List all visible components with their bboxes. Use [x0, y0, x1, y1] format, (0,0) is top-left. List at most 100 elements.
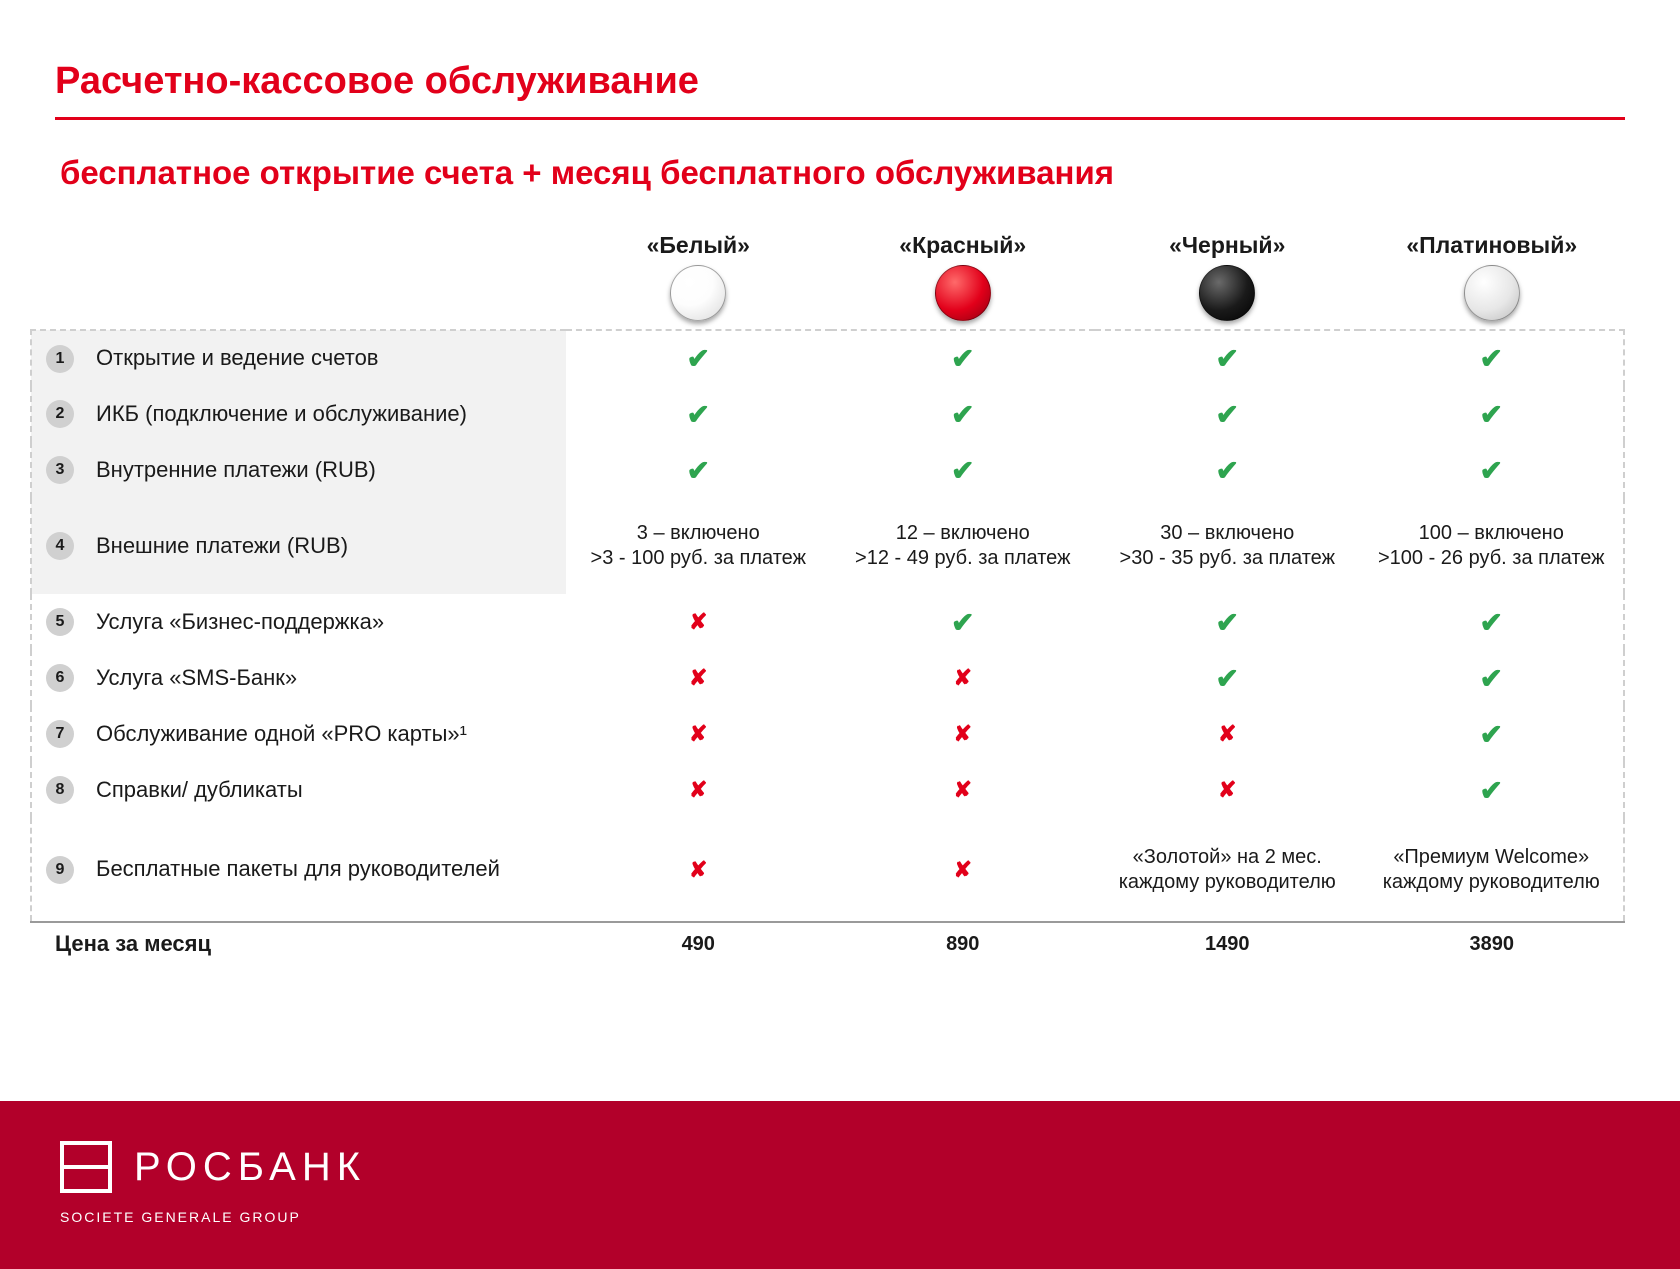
- check-icon: ✔: [687, 399, 710, 430]
- row-number-badge: 8: [46, 776, 74, 804]
- slide: Расчетно-кассовое обслуживание бесплатно…: [0, 0, 1680, 1269]
- table-cell: ✔: [1360, 330, 1625, 386]
- row-label: Внутренние платежи (RUB): [96, 457, 376, 482]
- cross-icon: ✘: [954, 777, 972, 802]
- table-cell: ✘: [831, 762, 1096, 818]
- cross-icon: ✘: [954, 857, 972, 882]
- check-icon: ✔: [1480, 343, 1503, 374]
- table-cell: 100 – включено >100 - 26 руб. за платеж: [1360, 498, 1625, 594]
- cross-icon: ✘: [1218, 777, 1236, 802]
- check-icon: ✔: [1216, 607, 1239, 638]
- table-row: 4Внешние платежи (RUB)3 – включено >3 - …: [31, 498, 1624, 594]
- brand-subtitle: SOCIETE GENERALE GROUP: [60, 1209, 1620, 1225]
- price-row: Цена за месяц 490 890 1490 3890: [31, 922, 1624, 965]
- check-icon: ✔: [951, 455, 974, 486]
- table-cell: ✔: [566, 330, 831, 386]
- table-cell: ✘: [1095, 706, 1360, 762]
- row-label: ИКБ (подключение и обслуживание): [96, 401, 467, 426]
- cell-text: 100 – включено >100 - 26 руб. за платеж: [1378, 522, 1605, 569]
- table-cell: ✔: [1095, 386, 1360, 442]
- plan-head-platinum: «Платиновый»: [1360, 232, 1625, 330]
- check-icon: ✔: [1480, 399, 1503, 430]
- table-cell: ✘: [566, 594, 831, 650]
- table-row: 6Услуга «SMS-Банк»✘✘✔✔: [31, 650, 1624, 706]
- check-icon: ✔: [951, 607, 974, 638]
- plan-name: «Черный»: [1095, 232, 1360, 259]
- price-value: 1490: [1095, 922, 1360, 965]
- row-number-badge: 2: [46, 400, 74, 428]
- check-icon: ✔: [1480, 719, 1503, 750]
- plan-head-white: «Белый»: [566, 232, 831, 330]
- check-icon: ✔: [1216, 399, 1239, 430]
- check-icon: ✔: [687, 455, 710, 486]
- row-number-badge: 1: [46, 345, 74, 373]
- check-icon: ✔: [1480, 775, 1503, 806]
- cell-text: 30 – включено >30 - 35 руб. за платеж: [1120, 522, 1335, 569]
- cross-icon: ✘: [954, 721, 972, 746]
- sphere-icon-white: [670, 265, 726, 321]
- row-number-badge: 5: [46, 608, 74, 636]
- check-icon: ✔: [1480, 455, 1503, 486]
- table-cell: ✔: [831, 330, 1096, 386]
- brand-logo-icon: [60, 1141, 112, 1193]
- table-cell: ✘: [831, 818, 1096, 922]
- check-icon: ✔: [951, 343, 974, 374]
- table-cell: ✔: [1095, 442, 1360, 498]
- table-row: 9Бесплатные пакеты для руководителей✘✘«З…: [31, 818, 1624, 922]
- table-cell: 12 – включено >12 - 49 руб. за платеж: [831, 498, 1096, 594]
- plan-name: «Платиновый»: [1360, 232, 1625, 259]
- footer: РОСБАНК SOCIETE GENERALE GROUP: [0, 1101, 1680, 1269]
- table-cell: ✘: [566, 762, 831, 818]
- table-cell: ✘: [566, 650, 831, 706]
- table-cell: 30 – включено >30 - 35 руб. за платеж: [1095, 498, 1360, 594]
- table-cell: ✔: [1360, 594, 1625, 650]
- check-icon: ✔: [687, 343, 710, 374]
- table-cell: ✔: [1360, 386, 1625, 442]
- check-icon: ✔: [1216, 455, 1239, 486]
- cross-icon: ✘: [689, 665, 707, 690]
- table-cell: «Премиум Welcome» каждому руководителю: [1360, 818, 1625, 922]
- price-label: Цена за месяц: [31, 922, 566, 965]
- row-label: Справки/ дубликаты: [96, 777, 303, 802]
- brand-name: РОСБАНК: [134, 1145, 366, 1190]
- page-title: Расчетно-кассовое обслуживание: [0, 50, 1680, 117]
- table-cell: ✘: [831, 650, 1096, 706]
- check-icon: ✔: [1216, 663, 1239, 694]
- table-cell: ✘: [831, 706, 1096, 762]
- comparison-table: «Белый» «Красный» «Черный» «Платиновый»: [30, 232, 1625, 965]
- row-number-badge: 3: [46, 456, 74, 484]
- table-cell: ✔: [1095, 330, 1360, 386]
- row-number-badge: 6: [46, 664, 74, 692]
- check-icon: ✔: [1480, 607, 1503, 638]
- row-label: Услуга «SMS-Банк»: [96, 665, 297, 690]
- check-icon: ✔: [951, 399, 974, 430]
- price-value: 3890: [1360, 922, 1625, 965]
- plan-name: «Красный»: [831, 232, 1096, 259]
- table-cell: ✔: [831, 594, 1096, 650]
- table-row: 5Услуга «Бизнес-поддержка»✘✔✔✔: [31, 594, 1624, 650]
- table-cell: ✔: [831, 386, 1096, 442]
- table-cell: ✔: [1095, 594, 1360, 650]
- table-row: 8 Справки/ дубликаты ✘ ✘ ✘ ✔: [31, 762, 1624, 818]
- table-cell: ✘: [566, 818, 831, 922]
- table-cell: ✔: [1360, 442, 1625, 498]
- plan-name: «Белый»: [566, 232, 831, 259]
- brand: РОСБАНК: [60, 1141, 1620, 1193]
- table-cell: ✘: [1095, 762, 1360, 818]
- cross-icon: ✘: [689, 609, 707, 634]
- plan-head-red: «Красный»: [831, 232, 1096, 330]
- sphere-icon-red: [935, 265, 991, 321]
- table-cell: ✔: [1360, 706, 1625, 762]
- cross-icon: ✘: [689, 721, 707, 746]
- row-label: Внешние платежи (RUB): [96, 533, 348, 558]
- check-icon: ✔: [1216, 343, 1239, 374]
- table-cell: 3 – включено >3 - 100 руб. за платеж: [566, 498, 831, 594]
- page-subtitle: бесплатное открытие счета + месяц беспла…: [0, 120, 1680, 222]
- table-cell: ✔: [1095, 650, 1360, 706]
- cross-icon: ✘: [1218, 721, 1236, 746]
- table-row: 3 Внутренние платежи (RUB) ✔ ✔ ✔ ✔: [31, 442, 1624, 498]
- row-label: Бесплатные пакеты для руководителей: [96, 857, 500, 882]
- plan-head-black: «Черный»: [1095, 232, 1360, 330]
- cell-text: 12 – включено >12 - 49 руб. за платеж: [855, 522, 1070, 569]
- table-cell: «Золотой» на 2 мес. каждому руководителю: [1095, 818, 1360, 922]
